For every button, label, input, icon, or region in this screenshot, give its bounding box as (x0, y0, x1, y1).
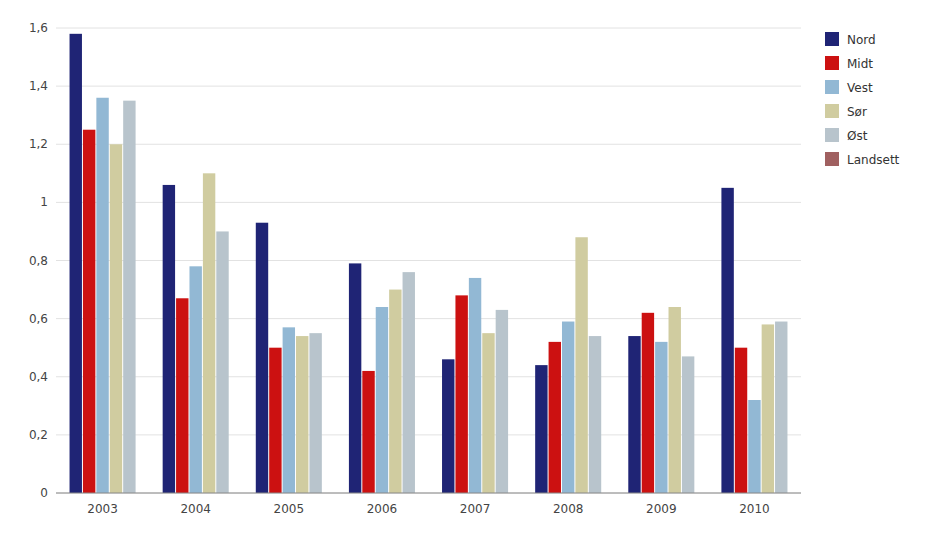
y-tick-label: 0,4 (29, 370, 48, 384)
bar (655, 342, 667, 493)
bar (549, 342, 561, 493)
bar (83, 130, 95, 493)
bar (309, 333, 321, 493)
y-tick-label: 0,2 (29, 428, 48, 442)
legend-label: Vest (847, 81, 873, 95)
bar (589, 336, 601, 493)
y-tick-label: 0 (40, 486, 48, 500)
bar (469, 278, 481, 493)
bar (189, 266, 201, 493)
chart-svg: 00,20,40,60,811,21,41,620032004200520062… (0, 0, 941, 537)
y-axis: 0 0,2 0,4 0,6 0,8 1 1,2 1,4 1,6 (29, 21, 48, 500)
bar (203, 173, 215, 493)
legend-swatch (825, 56, 839, 70)
bar (349, 263, 361, 493)
x-tick-label: 2009 (646, 502, 677, 516)
bar (721, 188, 733, 493)
legend-label: Sør (847, 105, 867, 119)
bar (403, 272, 415, 493)
bar (455, 295, 467, 493)
legend-label: Landsett (847, 153, 900, 167)
bar (389, 290, 401, 493)
grid-line (56, 493, 801, 494)
y-tick-label: 0,6 (29, 312, 48, 326)
bar (376, 307, 388, 493)
y-tick-label: 1,4 (29, 79, 48, 93)
bar (96, 98, 108, 493)
bar (256, 223, 268, 493)
bar (163, 185, 175, 493)
y-tick-label: 1,6 (29, 21, 48, 35)
x-axis: 2003 2004 2005 2006 2007 2008 2009 2010 (56, 493, 801, 516)
x-tick-label: 2010 (739, 502, 770, 516)
bar (642, 313, 654, 493)
bar (496, 310, 508, 493)
x-tick-label: 2004 (180, 502, 211, 516)
bar (735, 348, 747, 493)
bar (216, 231, 228, 493)
bar (762, 324, 774, 493)
bars (70, 34, 788, 493)
bar (669, 307, 681, 493)
grid-line (56, 28, 801, 29)
bar (775, 322, 787, 493)
legend-swatch (825, 128, 839, 142)
x-tick-label: 2005 (274, 502, 305, 516)
y-tick-label: 1,2 (29, 137, 48, 151)
legend-swatch (825, 152, 839, 166)
grid (56, 28, 801, 493)
legend-swatch (825, 80, 839, 94)
bar (176, 298, 188, 493)
x-tick-label: 2007 (460, 502, 491, 516)
bar (123, 101, 135, 493)
legend-label: Øst (847, 129, 868, 143)
bar (682, 356, 694, 493)
bar (70, 34, 82, 493)
bar (575, 237, 587, 493)
bar (442, 359, 454, 493)
y-tick-label: 0,8 (29, 254, 48, 268)
bar (110, 144, 122, 493)
bar (296, 336, 308, 493)
y-tick-label: 1 (40, 195, 48, 209)
x-tick-label: 2006 (367, 502, 398, 516)
grid-line (56, 86, 801, 87)
bar (283, 327, 295, 493)
bar (748, 400, 760, 493)
legend-swatch (825, 104, 839, 118)
bar (628, 336, 640, 493)
bar (362, 371, 374, 493)
bar (269, 348, 281, 493)
legend-label: Nord (847, 33, 876, 47)
x-axis-line (56, 493, 801, 494)
x-tick-label: 2003 (87, 502, 118, 516)
bar (482, 333, 494, 493)
legend-swatch (825, 32, 839, 46)
x-tick-label: 2008 (553, 502, 584, 516)
bar (535, 365, 547, 493)
legend: Nord Midt Vest Sør Øst Landsett (825, 32, 900, 167)
legend-label: Midt (847, 57, 873, 71)
chart-container: 00,20,40,60,811,21,41,620032004200520062… (0, 0, 941, 537)
bar (562, 322, 574, 493)
grid-line (56, 144, 801, 145)
